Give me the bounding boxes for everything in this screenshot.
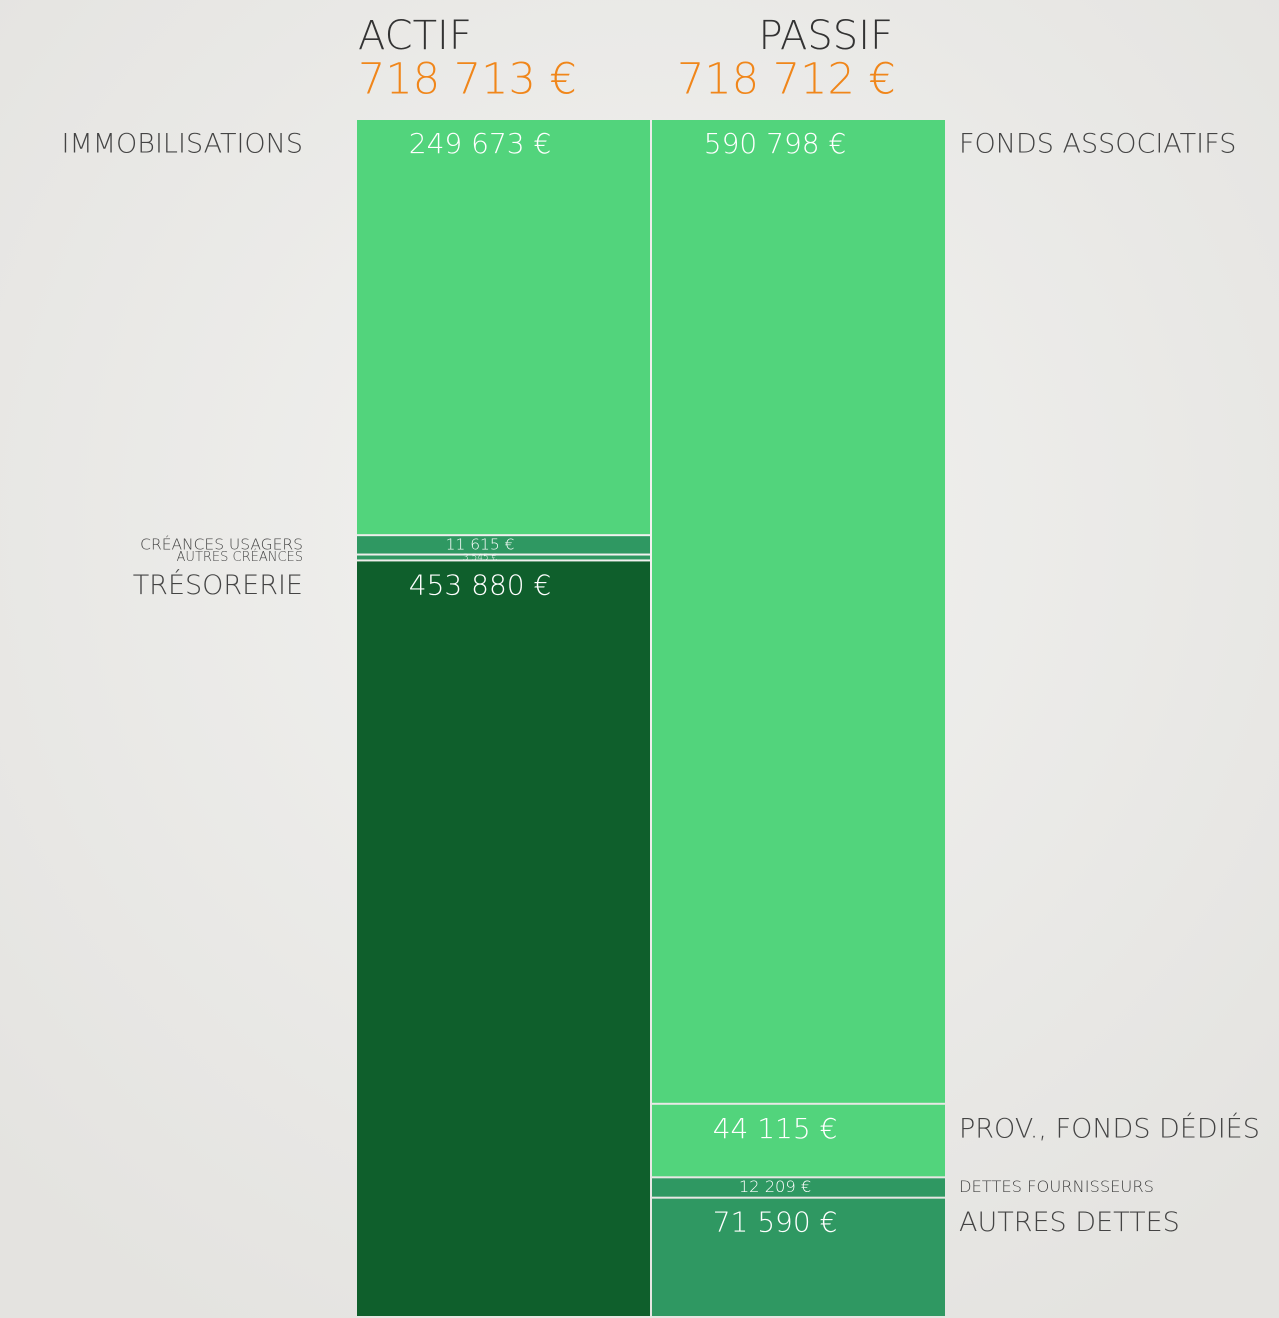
column-title: ACTIF — [358, 13, 472, 59]
segment — [652, 1104, 945, 1177]
segment — [652, 1198, 945, 1316]
segment-name: TRÉSORERIE — [133, 569, 303, 601]
value-label: 590 798 € — [704, 127, 847, 160]
segment — [357, 536, 650, 554]
segment — [652, 1178, 945, 1197]
segment — [357, 555, 650, 560]
value-label: 3 545 € — [463, 553, 498, 563]
segment — [357, 561, 650, 1316]
segment-name: IMMOBILISATIONS — [61, 129, 303, 160]
column-total: 718 712 € — [677, 55, 896, 105]
value-label: 12 209 € — [739, 1177, 811, 1196]
segment-name: AUTRES CRÉANCES — [177, 549, 303, 565]
column-total: 718 713 € — [358, 55, 577, 105]
segment — [357, 120, 650, 535]
segment-name: AUTRES DETTES — [959, 1207, 1180, 1238]
segment-name: CRÉANCES USAGERS — [140, 534, 303, 553]
segment — [652, 120, 945, 1103]
value-label: 11 615 € — [446, 535, 515, 553]
column-title: PASSIF — [758, 13, 893, 59]
value-label: 44 115 € — [713, 1112, 838, 1145]
value-label: 71 590 € — [713, 1206, 838, 1239]
segment-name: FONDS ASSOCIATIFS — [959, 129, 1236, 160]
segment-name: PROV., FONDS DÉDIÉS — [959, 1112, 1260, 1144]
segment-name: DETTES FOURNISSEURS — [959, 1177, 1154, 1196]
value-label: 453 880 € — [409, 568, 552, 601]
value-label: 249 673 € — [409, 127, 552, 160]
